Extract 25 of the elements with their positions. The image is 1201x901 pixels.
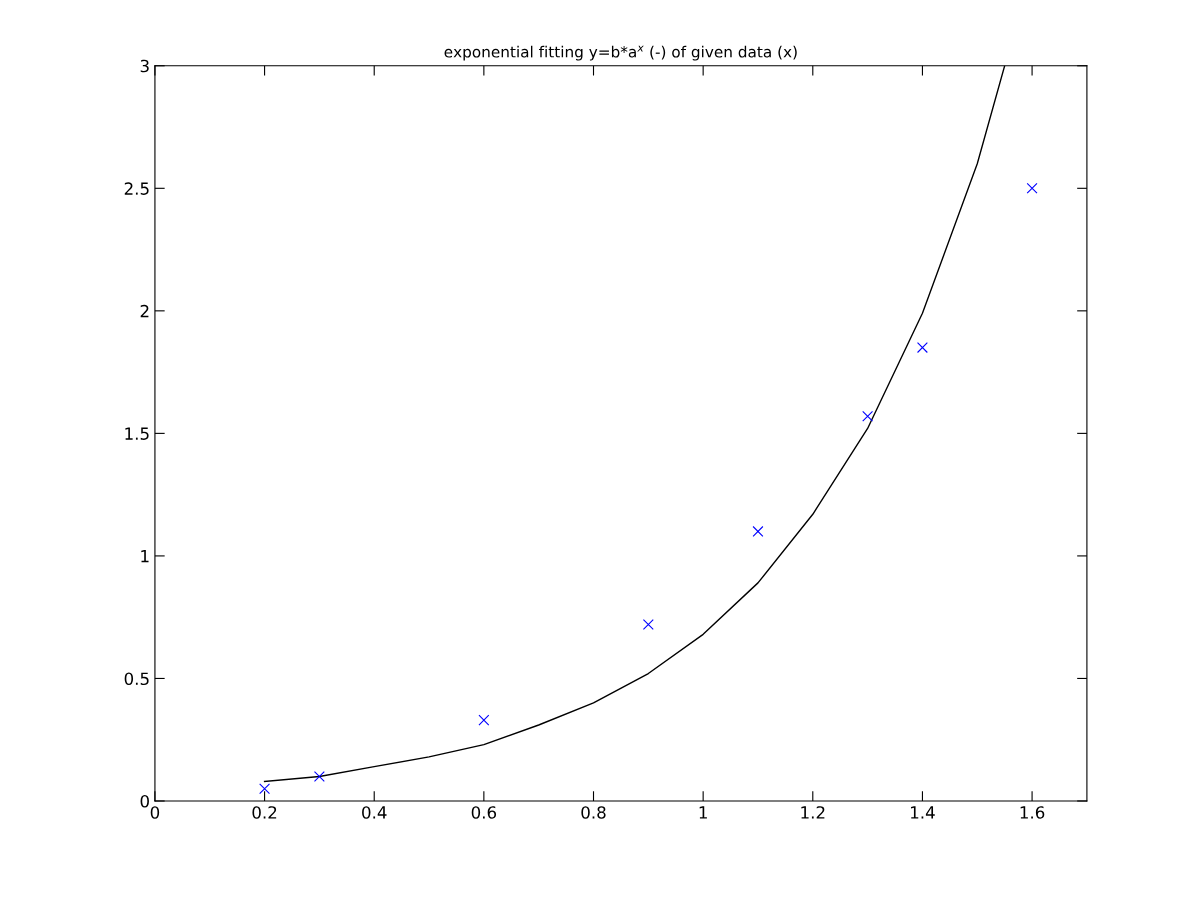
point [1026,182,1038,194]
y-tick-label: 0.5 [124,672,149,686]
x-tick-label: 0.4 [362,806,387,819]
point [313,771,325,782]
y-tick-label: 1 [141,550,149,563]
point [916,342,928,354]
x-tick-label: 1.4 [911,806,935,819]
point [862,410,874,422]
x-tick-label: 0.8 [581,806,606,819]
y-tick-label: 2.5 [124,182,149,195]
x-tick-label: 0 [150,806,160,819]
y-tick-label: 1.5 [125,427,149,440]
y-tick-label: 2 [140,304,149,318]
x-tick-label: 0.2 [252,806,277,819]
point [259,783,271,795]
chart-title: exponential fitting y=b*a$^{x}$ (-) of given data (x) [444,45,797,61]
y-tick-label: 3 [140,59,149,73]
point [752,525,764,537]
point [642,619,654,631]
point [478,714,490,726]
x-tick-label: 1.2 [801,806,825,819]
x-tick-label: 0.6 [471,806,497,819]
x-tick-label: 1 [699,806,707,819]
y-tick-label: 0 [140,794,149,808]
x-tick-label: 1.6 [1020,806,1045,819]
